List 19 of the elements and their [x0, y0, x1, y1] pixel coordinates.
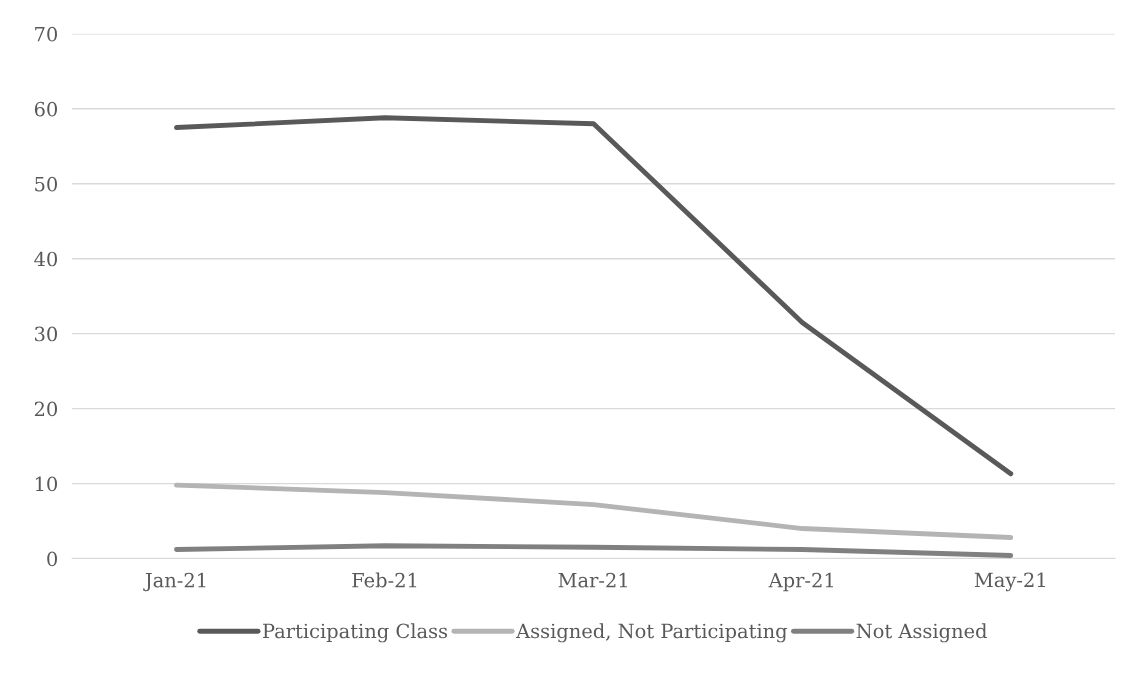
line-series: [174, 543, 1014, 558]
y-tick-label: 20: [34, 401, 58, 417]
y-tick-label: 10: [35, 476, 58, 492]
x-tick-label: Mar-21: [558, 572, 627, 588]
line-series: [174, 482, 1014, 540]
line-series: [174, 115, 1014, 477]
legend-label: Not Assigned: [856, 623, 987, 643]
x-tick-label: Apr-21: [768, 572, 833, 592]
y-tick-label: 40: [34, 251, 58, 267]
legend-label: Participating Class: [263, 623, 448, 643]
x-tick-label: Jan-21: [143, 572, 206, 592]
y-tick-label: 70: [35, 26, 58, 42]
legend-label: Assigned, Not Participating: [516, 623, 788, 643]
y-tick-label: 30: [35, 326, 58, 342]
x-tick-label: Feb-21: [352, 572, 417, 588]
y-tick-label: 60: [34, 101, 58, 117]
y-tick-label: 50: [35, 176, 58, 192]
y-tick-label: 0: [47, 551, 58, 567]
x-tick-label: May-21: [974, 572, 1045, 592]
